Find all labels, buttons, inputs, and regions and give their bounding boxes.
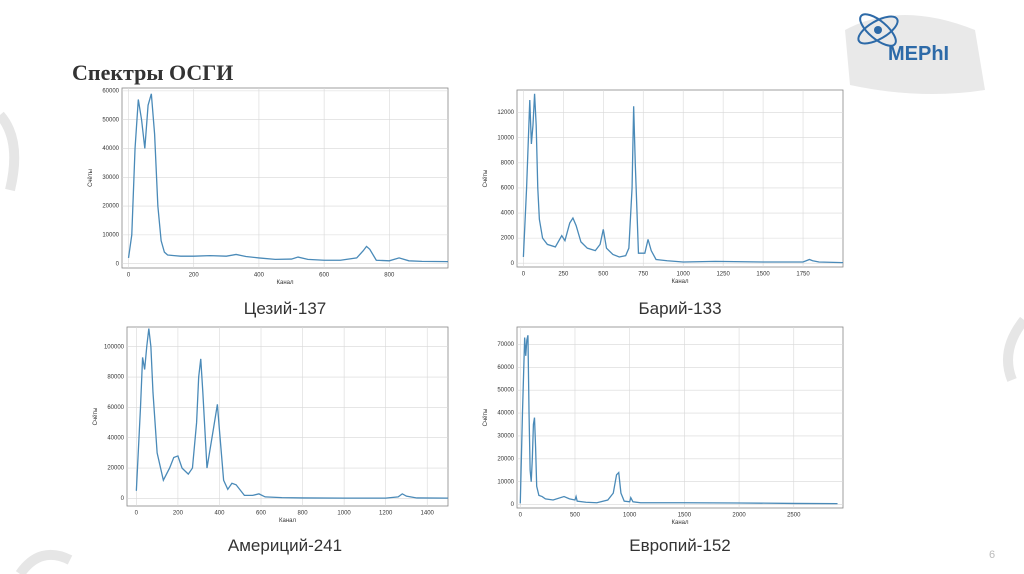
x-tick-label: 1750 <box>796 272 810 278</box>
x-tick-label: 1250 <box>716 272 730 278</box>
y-tick-label: 70000 <box>497 342 514 348</box>
spectrum-line <box>135 328 449 499</box>
x-axis-label: Канал <box>277 280 294 286</box>
y-tick-label: 20000 <box>497 456 514 462</box>
x-tick-label: 1400 <box>421 511 435 517</box>
chart-caption: Барий-133 <box>638 299 721 318</box>
x-tick-label: 2000 <box>732 513 746 519</box>
y-tick-label: 8000 <box>501 160 515 166</box>
plot-area <box>126 326 449 507</box>
chart: 0 200 400 600 800 1000 1200 1400 0 20000 40000 6000… <box>93 326 449 555</box>
x-tick-label: 800 <box>298 511 309 517</box>
x-tick-label: 1500 <box>678 513 692 519</box>
slide-title: Спектры ОСГИ <box>72 60 233 85</box>
chart-caption: Америций-241 <box>228 536 342 555</box>
y-axis-label: Счёты <box>93 408 99 426</box>
y-axis-label: Счёты <box>483 409 489 427</box>
x-tick-label: 250 <box>558 272 569 278</box>
spectrum-line <box>519 335 838 505</box>
y-tick-label: 40000 <box>102 146 119 152</box>
y-tick-label: 40000 <box>107 435 124 441</box>
x-tick-label: 2500 <box>787 513 801 519</box>
decor <box>1003 316 1024 382</box>
y-tick-label: 30000 <box>102 175 119 181</box>
y-tick-label: 60000 <box>102 88 119 94</box>
x-tick-label: 600 <box>256 511 267 517</box>
spectrum-line <box>522 93 844 264</box>
chart: 0 250 500 750 1000 1250 1500 1750 0 2000 4000 6000 8… <box>483 89 844 318</box>
y-axis-label: Счёты <box>483 170 489 188</box>
y-tick-label: 12000 <box>497 110 514 116</box>
plot-area <box>121 87 449 269</box>
y-tick-label: 0 <box>116 261 120 267</box>
chart-caption: Цезий-137 <box>244 299 326 318</box>
y-tick-label: 50000 <box>102 117 119 123</box>
x-tick-label: 400 <box>254 273 265 279</box>
chart: 0 500 1000 1500 2000 2500 0 10000 20000 30000 4000… <box>483 326 844 555</box>
x-tick-label: 0 <box>127 273 131 279</box>
decor <box>15 549 73 574</box>
y-tick-label: 30000 <box>497 433 514 439</box>
x-tick-label: 500 <box>598 272 609 278</box>
x-tick-label: 600 <box>319 273 330 279</box>
y-axis-label: Счёты <box>88 169 94 187</box>
x-tick-label: 200 <box>173 511 184 517</box>
y-tick-label: 0 <box>511 261 515 267</box>
y-tick-label: 60000 <box>497 365 514 371</box>
y-tick-label: 6000 <box>501 185 515 191</box>
y-tick-label: 80000 <box>107 375 124 381</box>
x-tick-label: 750 <box>638 272 649 278</box>
logo-text: MEPhI <box>888 43 949 65</box>
x-tick-label: 1200 <box>379 511 393 517</box>
y-tick-label: 10000 <box>102 232 119 238</box>
x-axis-label: Канал <box>279 518 296 524</box>
y-tick-label: 2000 <box>501 236 515 242</box>
x-tick-label: 1000 <box>623 513 637 519</box>
page-number: 6 <box>989 549 995 561</box>
y-tick-label: 20000 <box>102 204 119 210</box>
decor <box>0 111 20 192</box>
y-tick-label: 10000 <box>497 479 514 485</box>
y-tick-label: 20000 <box>107 466 124 472</box>
y-tick-label: 50000 <box>497 388 514 394</box>
y-tick-label: 40000 <box>497 411 514 417</box>
x-tick-label: 1000 <box>677 272 691 278</box>
x-tick-label: 0 <box>135 511 139 517</box>
chart-caption: Европий-152 <box>629 536 731 555</box>
x-tick-label: 400 <box>214 511 225 517</box>
plot-area <box>516 89 844 268</box>
x-axis-label: Канал <box>672 279 689 285</box>
y-tick-label: 100000 <box>104 344 125 350</box>
y-tick-label: 60000 <box>107 405 124 411</box>
y-tick-label: 10000 <box>497 135 514 141</box>
x-tick-label: 0 <box>522 272 526 278</box>
spectrum-line <box>127 93 449 263</box>
x-tick-label: 0 <box>519 513 523 519</box>
x-tick-label: 200 <box>189 273 200 279</box>
x-tick-label: 500 <box>570 513 581 519</box>
y-tick-label: 0 <box>121 496 125 502</box>
x-axis-label: Канал <box>672 520 689 526</box>
logo: MEPhI <box>845 13 985 94</box>
x-tick-label: 800 <box>384 273 395 279</box>
x-tick-label: 1000 <box>337 511 351 517</box>
chart: 0 200 400 600 800 0 10000 20000 30000 40000 50000 6… <box>88 87 449 318</box>
x-tick-label: 1500 <box>756 272 770 278</box>
y-tick-label: 4000 <box>501 211 515 217</box>
y-tick-label: 0 <box>511 502 515 508</box>
plot-area <box>516 326 844 509</box>
